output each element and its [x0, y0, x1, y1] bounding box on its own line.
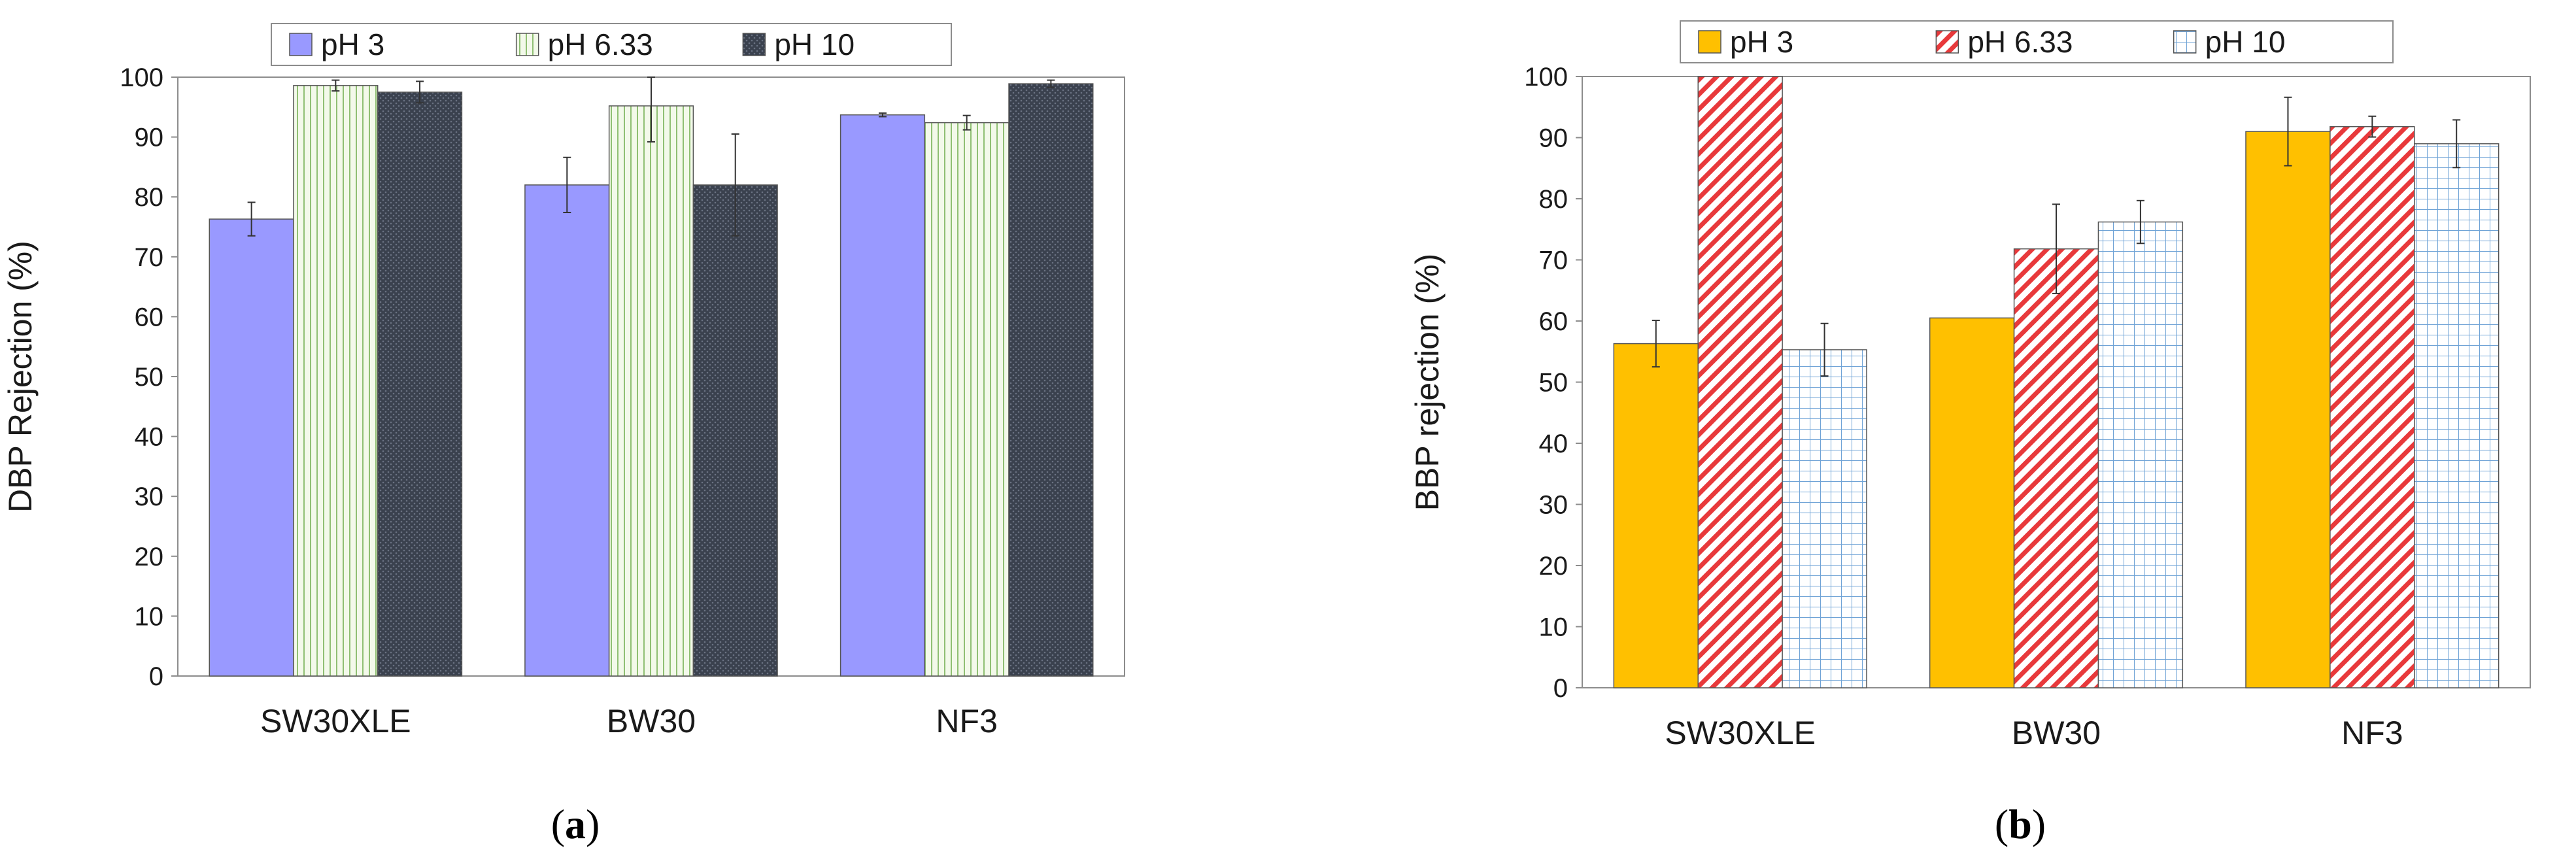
chart-a-bar-bw30-ph6.33	[608, 105, 694, 677]
chart-a-ytick-label: 50	[135, 363, 164, 392]
chart-a-ytick-label: 80	[135, 183, 164, 212]
chart-a: 0 10 20 30 40 50 60 70 80 90 100 DBP Rejection (%) S…	[2, 23, 1125, 739]
chart-b-bar-sw30xle-ph3	[1613, 343, 1699, 688]
chart-b-ytick-label: 50	[1539, 369, 1568, 398]
chart-a-ytick-label: 30	[135, 482, 164, 511]
chart-a-ytick-label: 90	[135, 124, 164, 152]
chart-b-ytick-label: 80	[1539, 185, 1568, 214]
chart-a-legend-label: pH 6.33	[548, 27, 653, 61]
chart-b-category-label: NF3	[2341, 715, 2403, 751]
chart-b-error-bar	[1652, 320, 1660, 368]
chart-b-bar-nf3-ph3	[2245, 131, 2331, 688]
chart-a-ytick-label: 60	[135, 303, 164, 331]
chart-a-ytick-label: 10	[135, 602, 164, 631]
chart-b-ylabel: BBP rejection (%)	[1409, 254, 1446, 511]
chart-a-bar-sw30xle-ph6.33	[293, 85, 379, 677]
chart-a-bar-bw30-ph3	[524, 184, 610, 677]
chart-b-error-bar	[2368, 115, 2377, 138]
chart-a-legend-label: pH 3	[321, 27, 384, 61]
chart-b-category-label: BW30	[2012, 715, 2101, 751]
chart-b-error-bar	[1820, 322, 1829, 377]
chart-a-category-label: SW30XLE	[260, 703, 411, 739]
chart-a-category-label: BW30	[607, 703, 696, 739]
chart-b-bar-nf3-ph6.33	[2330, 126, 2415, 688]
chart-a-error-bar	[1047, 79, 1055, 88]
chart-b-bar-bw30-ph6.33	[2013, 248, 2099, 688]
chart-b-legend-box	[1680, 20, 2394, 63]
chart-a-error-bar	[647, 76, 655, 143]
chart-a-error-bar	[731, 133, 739, 237]
panel-label-a: (a)	[551, 801, 600, 847]
chart-a-bar-nf3-ph3	[839, 114, 926, 677]
chart-b-bar-bw30-ph3	[1929, 317, 2015, 688]
chart-a-ytick-label: 20	[135, 543, 164, 571]
chart-a-error-bar	[962, 114, 971, 131]
chart-a-error-bar	[331, 79, 340, 92]
chart-a-error-bar	[563, 156, 571, 214]
chart-b-category-label: SW30XLE	[1665, 715, 1816, 751]
chart-a-error-bar	[247, 201, 256, 237]
chart-a-legend-swatch	[742, 33, 766, 56]
chart-b-ytick-label: 20	[1539, 552, 1568, 581]
chart-b-legend-label: pH 3	[1730, 25, 1793, 59]
chart-a-bar-nf3-ph10	[1008, 83, 1094, 677]
chart-a-legend: pH 3 pH 6.33 pH 10	[271, 23, 952, 66]
chart-b-bar-sw30xle-ph6.33	[1697, 76, 1783, 688]
chart-b-legend-label: pH 6.33	[1967, 25, 2073, 59]
chart-a-legend-swatch	[289, 33, 313, 56]
chart-a-bar-bw30-ph10	[692, 184, 778, 677]
chart-b-legend-swatch	[1935, 30, 1959, 54]
chart-a-legend-swatch	[515, 33, 539, 56]
chart-a-category-label: NF3	[936, 703, 997, 739]
chart-b-ytick-label: 70	[1539, 246, 1568, 275]
chart-b-legend-swatch	[1698, 30, 1721, 54]
chart-b-error-bar	[2136, 199, 2144, 245]
chart-b-bar-bw30-ph10	[2097, 221, 2184, 688]
chart-b-legend: pH 3 pH 6.33 pH 10	[1680, 20, 2394, 63]
chart-a-legend-label: pH 10	[774, 27, 855, 61]
chart-b-ytick-label: 40	[1539, 430, 1568, 458]
chart-a-ytick-label: 40	[135, 423, 164, 452]
chart-a-ytick-label: 100	[120, 63, 163, 92]
chart-a-bar-nf3-ph6.33	[924, 122, 1009, 677]
chart-a-ytick-label: 0	[149, 662, 163, 691]
chart-b-ytick-label: 90	[1539, 124, 1568, 153]
chart-b-error-bar	[2452, 119, 2461, 169]
chart-b-ytick-label: 100	[1524, 63, 1568, 92]
chart-b-bar-nf3-ph10	[2414, 143, 2500, 688]
chart-b-ytick-label: 60	[1539, 307, 1568, 336]
chart-a-bar-sw30xle-ph3	[209, 218, 294, 677]
chart-b-error-bar	[2284, 96, 2292, 167]
chart-b: 0 10 20 30 40 50 60 70 80 90 100 BBP rejection (%) S…	[1409, 20, 2531, 751]
chart-b-legend-label: pH 10	[2205, 25, 2286, 59]
chart-b-ytick-label: 10	[1539, 613, 1568, 642]
chart-a-legend-box	[271, 23, 952, 66]
chart-b-ytick-label: 0	[1553, 674, 1568, 703]
chart-a-ylabel: DBP Rejection (%)	[2, 241, 39, 513]
chart-b-ytick-label: 30	[1539, 491, 1568, 520]
chart-a-error-bar	[416, 80, 424, 104]
chart-b-bar-sw30xle-ph10	[1782, 349, 1867, 688]
panel-label-b: (b)	[1995, 801, 2046, 847]
chart-a-ytick-label: 70	[135, 243, 164, 272]
chart-b-error-bar	[2052, 203, 2060, 294]
chart-a-bar-sw30xle-ph10	[377, 92, 463, 677]
chart-b-legend-swatch	[2173, 30, 2197, 54]
chart-a-error-bar	[878, 112, 887, 118]
